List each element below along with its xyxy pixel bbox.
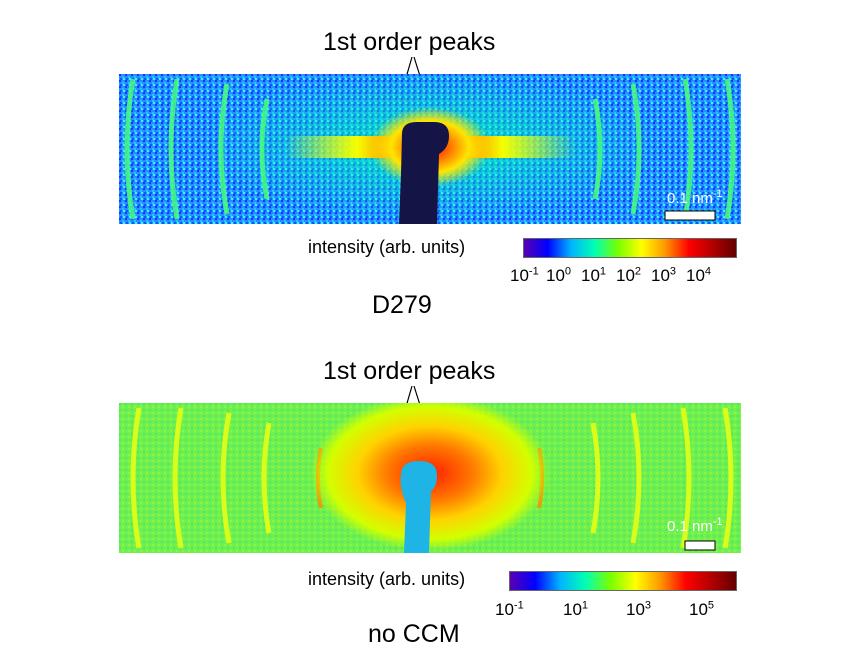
top-colorbar-tick: 10-1 (510, 265, 539, 285)
bottom-colorbar-tick: 101 (563, 599, 589, 619)
bottom-saxs-pattern (119, 403, 741, 553)
bottom-peaks-annotation: 1st order peaks (323, 357, 496, 385)
bottom-colorbar-tick: 103 (626, 599, 652, 619)
bottom-colorbar-label: intensity (arb. units) (308, 569, 466, 589)
top-colorbar-label: intensity (arb. units) (308, 237, 466, 257)
top-peaks-annotation: 1st order peaks (323, 28, 496, 56)
top-colorbar-tick: 100 (546, 265, 572, 285)
top-scale-bar-label: 0.1 nm-1 (667, 188, 723, 208)
top-colorbar-tick: 101 (581, 265, 607, 285)
bottom-colorbar-tick: 10-1 (495, 599, 524, 619)
top-colorbar-tick: 104 (686, 265, 712, 285)
top-sample-label: D279 (372, 291, 432, 319)
bottom-colorbar-tick: 105 (689, 599, 715, 619)
top-colorbar-tick: 103 (651, 265, 677, 285)
top-colorbar-tick: 102 (616, 265, 642, 285)
bottom-colorbar (509, 571, 737, 591)
top-saxs-pattern (119, 74, 741, 224)
top-colorbar (523, 238, 737, 258)
bottom-scale-bar-label: 0.1 nm-1 (667, 516, 723, 536)
bottom-sample-label: no CCM (368, 620, 460, 648)
